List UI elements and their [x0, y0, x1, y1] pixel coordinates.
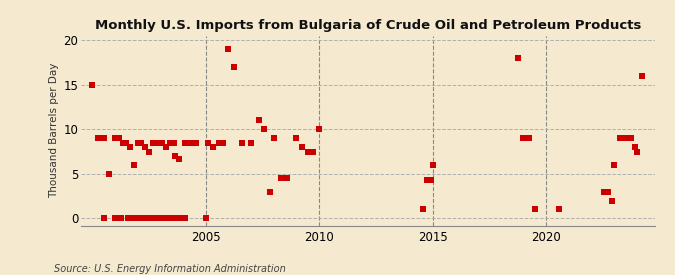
Point	[518, 136, 529, 141]
Point	[259, 127, 270, 131]
Point	[163, 216, 173, 221]
Point	[554, 207, 564, 212]
Point	[418, 207, 429, 212]
Point	[614, 136, 625, 141]
Point	[265, 189, 275, 194]
Point	[128, 163, 139, 167]
Point	[185, 141, 196, 145]
Point	[170, 154, 181, 158]
Point	[202, 141, 213, 145]
Point	[146, 216, 157, 221]
Point	[213, 141, 224, 145]
Text: Source: U.S. Energy Information Administration: Source: U.S. Energy Information Administ…	[54, 264, 286, 274]
Point	[176, 216, 186, 221]
Point	[113, 136, 124, 141]
Point	[253, 118, 264, 123]
Point	[308, 149, 319, 154]
Point	[92, 136, 103, 141]
Point	[302, 149, 313, 154]
Point	[524, 136, 535, 141]
Point	[87, 82, 98, 87]
Point	[314, 127, 325, 131]
Point	[236, 141, 247, 145]
Point	[134, 216, 145, 221]
Point	[208, 145, 219, 149]
Point	[130, 216, 141, 221]
Point	[180, 216, 190, 221]
Point	[626, 136, 637, 141]
Point	[127, 216, 138, 221]
Point	[609, 163, 620, 167]
Point	[191, 141, 202, 145]
Point	[599, 189, 610, 194]
Point	[421, 178, 432, 182]
Point	[157, 216, 167, 221]
Point	[620, 136, 630, 141]
Point	[180, 141, 190, 145]
Point	[155, 216, 166, 221]
Point	[109, 136, 120, 141]
Point	[144, 216, 155, 221]
Point	[276, 176, 287, 180]
Point	[427, 163, 438, 167]
Point	[174, 156, 185, 161]
Point	[144, 149, 155, 154]
Point	[157, 141, 167, 145]
Point	[529, 207, 540, 212]
Point	[297, 145, 308, 149]
Point	[153, 216, 164, 221]
Point	[138, 216, 148, 221]
Point	[168, 141, 179, 145]
Point	[115, 216, 126, 221]
Point	[269, 136, 279, 141]
Point	[132, 141, 143, 145]
Point	[631, 149, 642, 154]
Point	[149, 216, 160, 221]
Point	[603, 189, 614, 194]
Point	[117, 141, 128, 145]
Point	[637, 74, 648, 78]
Point	[99, 136, 109, 141]
Title: Monthly U.S. Imports from Bulgaria of Crude Oil and Petroleum Products: Monthly U.S. Imports from Bulgaria of Cr…	[95, 19, 641, 32]
Point	[155, 141, 166, 145]
Y-axis label: Thousand Barrels per Day: Thousand Barrels per Day	[49, 63, 59, 198]
Point	[125, 145, 136, 149]
Point	[246, 141, 256, 145]
Point	[147, 141, 158, 145]
Point	[104, 172, 115, 176]
Point	[161, 216, 171, 221]
Point	[223, 47, 234, 51]
Point	[168, 216, 179, 221]
Point	[109, 216, 120, 221]
Point	[99, 216, 109, 221]
Point	[217, 141, 228, 145]
Point	[512, 56, 523, 60]
Point	[161, 145, 171, 149]
Point	[151, 141, 162, 145]
Point	[200, 216, 211, 221]
Point	[140, 145, 151, 149]
Point	[123, 216, 134, 221]
Point	[629, 145, 640, 149]
Point	[140, 216, 151, 221]
Point	[178, 216, 188, 221]
Point	[281, 176, 292, 180]
Point	[229, 65, 240, 69]
Point	[425, 178, 436, 182]
Point	[165, 141, 176, 145]
Point	[291, 136, 302, 141]
Point	[172, 216, 183, 221]
Point	[136, 141, 147, 145]
Point	[121, 141, 132, 145]
Point	[607, 198, 618, 203]
